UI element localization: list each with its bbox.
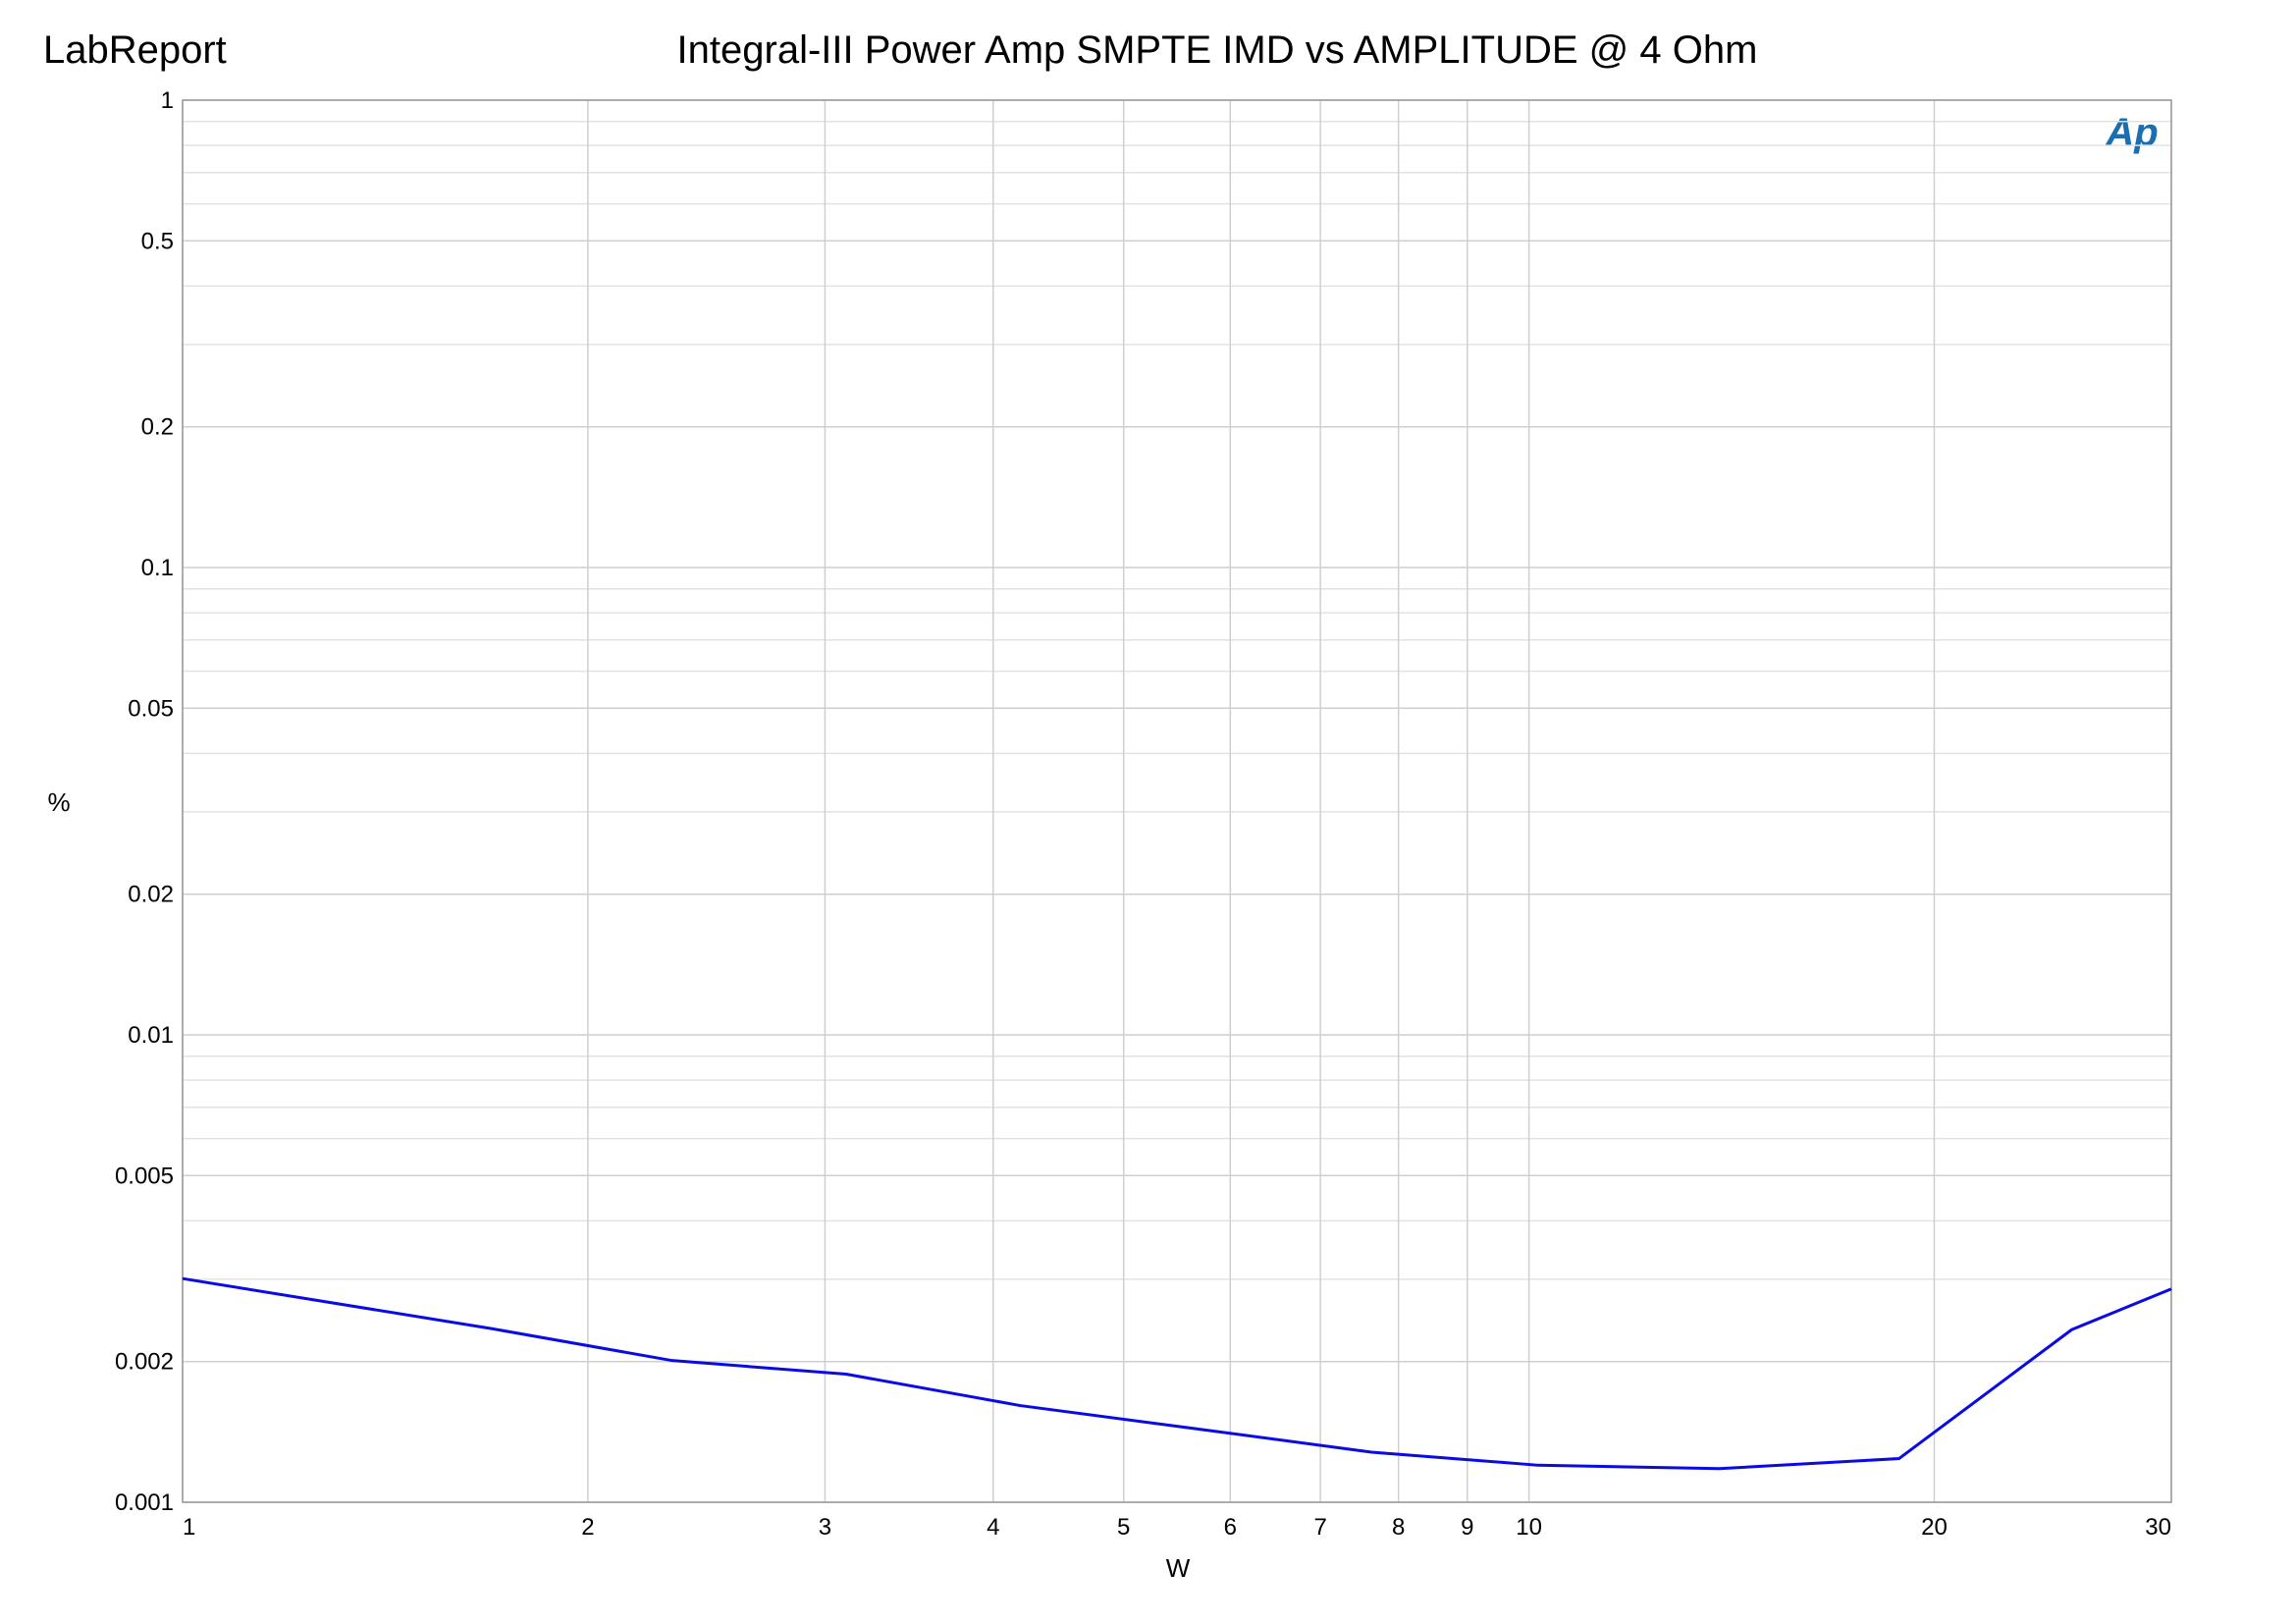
y-tick-label: 0.2: [141, 414, 174, 441]
x-tick-label: 20: [1921, 1514, 1948, 1541]
x-tick-label: 30: [2145, 1514, 2171, 1541]
logo: Ap: [2105, 111, 2158, 154]
x-tick-label: 9: [1461, 1514, 1473, 1541]
x-axis-label: W: [1166, 1553, 1191, 1583]
chart-title: Integral-III Power Amp SMPTE IMD vs AMPL…: [677, 28, 1758, 72]
x-tick-label: 10: [1516, 1514, 1542, 1541]
x-tick-label: 2: [581, 1514, 594, 1541]
y-tick-label: 1: [161, 87, 174, 114]
y-tick-label: 0.005: [115, 1163, 174, 1189]
y-tick-label: 0.002: [115, 1349, 174, 1376]
y-tick-label: 0.02: [128, 882, 174, 908]
data-line: [182, 1276, 2172, 1471]
y-tick-label: 0.1: [141, 555, 174, 581]
plot-frame: [182, 99, 2172, 1503]
x-tick-label: 7: [1313, 1514, 1326, 1541]
x-tick-label: 4: [987, 1514, 999, 1541]
y-tick-label: 0.001: [115, 1489, 174, 1516]
y-tick-label: 0.5: [141, 228, 174, 254]
brand: LabReport: [43, 28, 227, 72]
y-axis-label: %: [47, 787, 70, 817]
x-tick-label: 5: [1117, 1514, 1130, 1541]
y-tick-label: 0.05: [128, 695, 174, 722]
x-tick-label: 1: [183, 1514, 195, 1541]
y-tick-label: 0.01: [128, 1022, 174, 1049]
x-tick-label: 6: [1224, 1514, 1237, 1541]
x-tick-label: 8: [1392, 1514, 1405, 1541]
x-tick-label: 3: [819, 1514, 831, 1541]
